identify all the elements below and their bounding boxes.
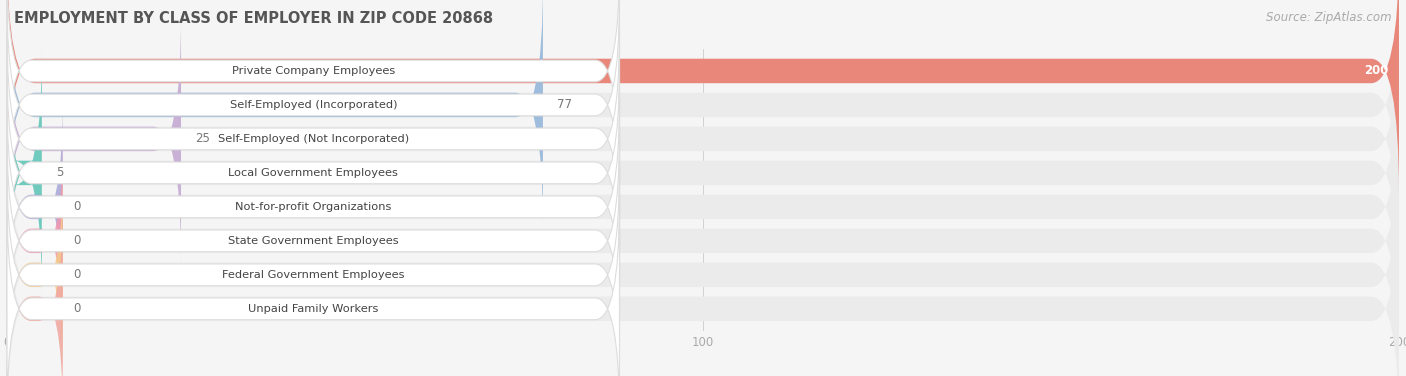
Text: Local Government Employees: Local Government Employees: [228, 168, 398, 178]
Text: 0: 0: [73, 268, 80, 281]
FancyBboxPatch shape: [7, 134, 63, 347]
FancyBboxPatch shape: [7, 167, 620, 376]
FancyBboxPatch shape: [7, 0, 1399, 195]
Text: 77: 77: [557, 99, 572, 111]
FancyBboxPatch shape: [7, 0, 543, 229]
FancyBboxPatch shape: [7, 49, 42, 297]
FancyBboxPatch shape: [7, 0, 1399, 229]
FancyBboxPatch shape: [7, 0, 1399, 195]
Text: Self-Employed (Incorporated): Self-Employed (Incorporated): [229, 100, 396, 110]
FancyBboxPatch shape: [7, 83, 1399, 331]
Text: Unpaid Family Workers: Unpaid Family Workers: [247, 304, 378, 314]
FancyBboxPatch shape: [7, 201, 620, 376]
FancyBboxPatch shape: [7, 185, 1399, 376]
FancyBboxPatch shape: [7, 65, 620, 281]
FancyBboxPatch shape: [7, 151, 1399, 376]
FancyBboxPatch shape: [7, 202, 63, 376]
Text: State Government Employees: State Government Employees: [228, 236, 398, 246]
Text: Source: ZipAtlas.com: Source: ZipAtlas.com: [1267, 11, 1392, 24]
FancyBboxPatch shape: [7, 168, 63, 376]
Text: 0: 0: [73, 200, 80, 213]
FancyBboxPatch shape: [7, 99, 620, 315]
FancyBboxPatch shape: [7, 100, 63, 314]
Text: Federal Government Employees: Federal Government Employees: [222, 270, 405, 280]
FancyBboxPatch shape: [7, 31, 620, 247]
Text: Not-for-profit Organizations: Not-for-profit Organizations: [235, 202, 391, 212]
Text: 200: 200: [1364, 64, 1389, 77]
Text: 0: 0: [73, 234, 80, 247]
FancyBboxPatch shape: [7, 15, 1399, 262]
FancyBboxPatch shape: [7, 15, 181, 262]
FancyBboxPatch shape: [7, 133, 620, 349]
Text: EMPLOYMENT BY CLASS OF EMPLOYER IN ZIP CODE 20868: EMPLOYMENT BY CLASS OF EMPLOYER IN ZIP C…: [14, 11, 494, 26]
FancyBboxPatch shape: [7, 117, 1399, 364]
FancyBboxPatch shape: [7, 0, 620, 179]
Text: Self-Employed (Not Incorporated): Self-Employed (Not Incorporated): [218, 134, 409, 144]
FancyBboxPatch shape: [7, 49, 1399, 297]
FancyBboxPatch shape: [7, 0, 620, 213]
Text: 0: 0: [73, 302, 80, 315]
Text: 5: 5: [56, 167, 63, 179]
Text: 25: 25: [195, 132, 209, 146]
Text: Private Company Employees: Private Company Employees: [232, 66, 395, 76]
